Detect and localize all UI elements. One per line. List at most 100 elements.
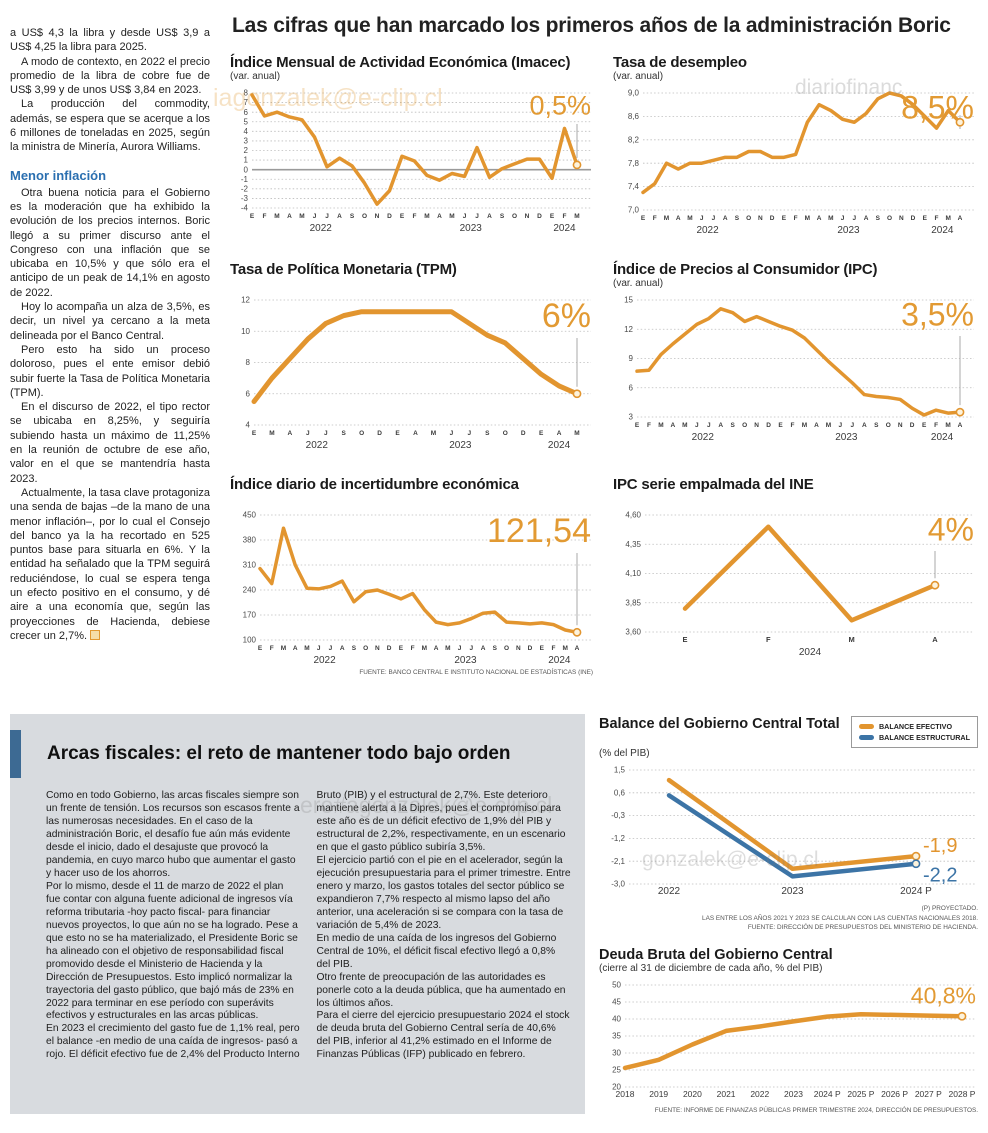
svg-text:J: J (329, 645, 333, 652)
svg-text:J: J (317, 645, 321, 652)
svg-text:M: M (274, 213, 279, 220)
chart-subtitle (230, 278, 593, 292)
svg-text:A: A (413, 430, 418, 437)
imacec-chart-block: Índice Mensual de Actividad Económica (I… (230, 54, 593, 237)
svg-text:A: A (862, 422, 867, 429)
article-paragraph-text: Actualmente, la tasa clave protagoniza u… (10, 486, 210, 642)
svg-text:3: 3 (629, 413, 634, 422)
ipc-line-chart: 15 12 9 6 3 E F M A M J J A S O N D E F M A M J J A S O N D E F M A 2022 2… (613, 292, 976, 444)
chart-subtitle: (% del PIB) (599, 748, 650, 759)
svg-text:N: N (375, 645, 380, 652)
svg-text:F: F (794, 215, 798, 222)
svg-text:4,35: 4,35 (625, 540, 641, 549)
svg-text:4: 4 (244, 127, 249, 136)
svg-text:M: M (849, 635, 855, 644)
svg-text:A: A (932, 635, 938, 644)
svg-text:M: M (946, 215, 951, 222)
svg-text:O: O (503, 430, 508, 437)
svg-text:-4: -4 (241, 204, 249, 213)
svg-text:2022: 2022 (313, 655, 336, 666)
svg-text:J: J (470, 645, 474, 652)
top-section: a US$ 4,3 la libra y desde US$ 3,9 a US$… (0, 0, 988, 676)
svg-text:A: A (437, 213, 442, 220)
svg-text:J: J (324, 430, 328, 437)
svg-text:170: 170 (243, 611, 257, 620)
svg-text:2023: 2023 (460, 223, 483, 234)
svg-text:310: 310 (243, 561, 257, 570)
svg-text:4,60: 4,60 (625, 511, 641, 520)
svg-text:9: 9 (629, 354, 634, 363)
svg-text:50: 50 (612, 980, 621, 989)
svg-text:4: 4 (246, 421, 251, 430)
svg-text:A: A (814, 422, 819, 429)
svg-text:8,2: 8,2 (628, 135, 640, 144)
svg-text:2022: 2022 (658, 886, 681, 897)
svg-text:A: A (434, 645, 439, 652)
svg-text:-2,1: -2,1 (611, 857, 625, 866)
chart-title: Índice Mensual de Actividad Económica (I… (230, 54, 571, 71)
svg-text:D: D (910, 422, 915, 429)
svg-text:-2: -2 (241, 184, 249, 193)
svg-text:8,5%: 8,5% (901, 90, 974, 126)
balance-line-chart: 1,5 0,6 -0,3 -1,2 -2,1 -3,0 2022 2023 2024 P -1,9… (599, 762, 978, 902)
fiscal-article-panel: Arcas fiscales: el reto de mantener todo… (10, 714, 585, 1114)
svg-text:A: A (337, 213, 342, 220)
footnote: FUENTE: DIRECCIÓN DE PRESUPUESTOS DEL MI… (747, 924, 978, 932)
article-paragraph: a US$ 4,3 la libra y desde US$ 3,9 a US$… (10, 27, 210, 54)
svg-text:M: M (563, 645, 568, 652)
svg-text:J: J (325, 213, 329, 220)
svg-text:-1,2: -1,2 (611, 834, 625, 843)
article-paragraph: En el discurso de 2022, el tipo rector s… (10, 401, 210, 485)
svg-text:121,54: 121,54 (487, 512, 591, 550)
svg-text:40,8%: 40,8% (911, 982, 976, 1008)
svg-text:N: N (525, 213, 530, 220)
svg-text:6%: 6% (542, 297, 591, 335)
svg-text:A: A (676, 215, 681, 222)
svg-text:2023: 2023 (784, 1089, 803, 1099)
svg-text:M: M (574, 213, 579, 220)
svg-text:0: 0 (244, 165, 249, 174)
page-title: Las cifras que han marcado los primeros … (232, 14, 951, 37)
svg-text:M: M (304, 645, 309, 652)
svg-text:M: M (281, 645, 286, 652)
svg-text:F: F (647, 422, 651, 429)
svg-text:2023: 2023 (449, 440, 472, 451)
svg-text:N: N (516, 645, 521, 652)
svg-text:E: E (782, 215, 787, 222)
svg-text:M: M (445, 645, 450, 652)
article-left-column: a US$ 4,3 la libra y desde US$ 3,9 a US$… (0, 0, 216, 676)
svg-text:2028 P: 2028 P (949, 1089, 976, 1099)
svg-text:20: 20 (612, 1082, 621, 1091)
svg-text:4%: 4% (928, 512, 974, 548)
svg-text:O: O (363, 645, 368, 652)
chart-title: Índice diario de incertidumbre económica (230, 476, 519, 493)
chart-source: FUENTE: BANCO CENTRAL E INSTITUTO NACION… (359, 669, 593, 676)
svg-text:M: M (424, 213, 429, 220)
incertidumbre-line-chart: 450 380 310 240 170 100 E F M A M J J A S O N D E F M A M J J A S O… (230, 507, 593, 667)
svg-text:7,8: 7,8 (628, 159, 640, 168)
charts-section: Las cifras que han marcado los primeros … (216, 0, 988, 676)
svg-text:N: N (899, 215, 904, 222)
svg-text:A: A (288, 430, 293, 437)
svg-text:3,5%: 3,5% (901, 297, 974, 333)
svg-text:F: F (653, 215, 657, 222)
fiscal-paragraph: En 2023 el crecimiento del gasto fue de … (46, 790, 566, 1061)
svg-text:7: 7 (244, 98, 249, 107)
svg-text:2023: 2023 (835, 432, 858, 443)
svg-text:D: D (377, 430, 382, 437)
svg-text:O: O (746, 215, 751, 222)
svg-text:D: D (387, 213, 392, 220)
svg-text:D: D (528, 645, 533, 652)
svg-text:8: 8 (244, 89, 249, 98)
imacec-line-chart: 8 7 6 5 4 3 2 1 0 -1 -2 -3 -4 E F M A M J J A S O N D E F M A M J J A S O N… (230, 85, 593, 235)
svg-text:2024: 2024 (553, 223, 576, 234)
svg-text:2022: 2022 (696, 225, 719, 236)
svg-text:25: 25 (612, 1065, 621, 1074)
svg-text:2024 P: 2024 P (814, 1089, 841, 1099)
svg-text:10: 10 (241, 327, 250, 336)
svg-text:J: J (851, 422, 855, 429)
svg-text:M: M (299, 213, 304, 220)
svg-text:2024: 2024 (931, 432, 954, 443)
svg-text:M: M (945, 422, 950, 429)
svg-text:F: F (766, 635, 771, 644)
